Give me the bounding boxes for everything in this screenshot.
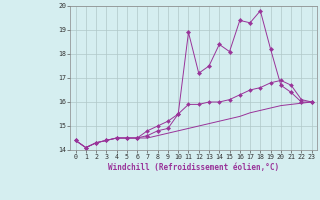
X-axis label: Windchill (Refroidissement éolien,°C): Windchill (Refroidissement éolien,°C) [108, 163, 279, 172]
